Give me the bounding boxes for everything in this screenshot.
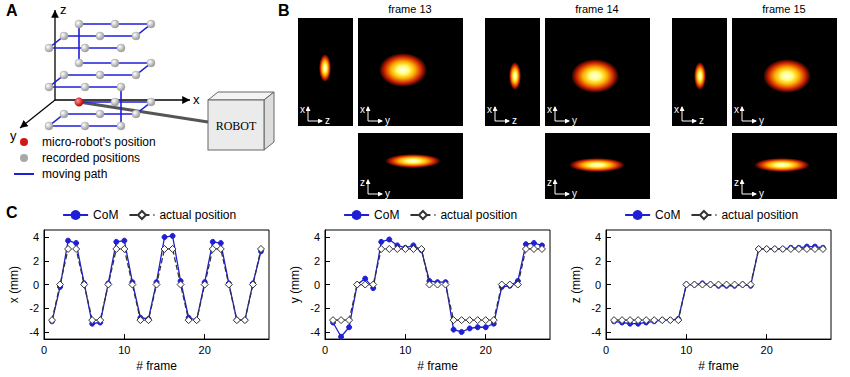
svg-text:0: 0 (314, 279, 320, 291)
svg-text:actual position: actual position (159, 208, 236, 222)
svg-text:actual position: actual position (440, 208, 517, 222)
svg-text:B: B (278, 2, 290, 19)
svg-text:20: 20 (761, 344, 773, 356)
svg-text:y: y (572, 115, 577, 126)
svg-text:actual position: actual position (721, 208, 798, 222)
svg-text:20: 20 (480, 344, 492, 356)
svg-text:-4: -4 (591, 326, 601, 338)
svg-text:y: y (572, 188, 577, 199)
svg-text:moving path: moving path (42, 167, 107, 181)
svg-text:4: 4 (314, 231, 320, 243)
svg-text:z: z (512, 115, 517, 126)
svg-text:2: 2 (314, 255, 320, 267)
svg-text:0: 0 (322, 344, 328, 356)
svg-text:10: 10 (680, 344, 692, 356)
svg-text:z: z (699, 115, 704, 126)
svg-text:x: x (734, 104, 739, 115)
svg-text:CoM: CoM (93, 208, 118, 222)
svg-text:C: C (6, 204, 18, 221)
svg-text:-2: -2 (310, 302, 320, 314)
svg-text:-4: -4 (310, 326, 320, 338)
svg-text:frame 15: frame 15 (762, 3, 805, 15)
svg-text:2: 2 (33, 255, 39, 267)
svg-text:frame 14: frame 14 (575, 3, 618, 15)
svg-text:-2: -2 (29, 302, 39, 314)
svg-text:y (mm): y (mm) (288, 266, 302, 303)
svg-text:# frame: # frame (417, 359, 458, 373)
svg-text:ROBOT: ROBOT (216, 119, 257, 133)
svg-text:0: 0 (603, 344, 609, 356)
svg-text:x (mm): x (mm) (7, 266, 21, 303)
svg-text:-4: -4 (29, 326, 39, 338)
svg-text:CoM: CoM (655, 208, 680, 222)
svg-text:# frame: # frame (136, 359, 177, 373)
svg-text:z: z (734, 177, 739, 188)
svg-text:4: 4 (595, 231, 601, 243)
svg-text:y: y (10, 128, 17, 143)
svg-text:20: 20 (199, 344, 211, 356)
svg-text:z: z (547, 177, 552, 188)
svg-text:y: y (385, 115, 390, 126)
svg-text:y: y (759, 188, 764, 199)
svg-text:x: x (487, 104, 492, 115)
svg-text:frame 13: frame 13 (388, 3, 431, 15)
svg-text:0: 0 (595, 279, 601, 291)
svg-text:x: x (674, 104, 679, 115)
svg-text:y: y (759, 115, 764, 126)
svg-text:0: 0 (33, 279, 39, 291)
svg-text:x: x (360, 104, 365, 115)
svg-text:x: x (193, 92, 200, 107)
svg-text:10: 10 (399, 344, 411, 356)
svg-text:0: 0 (41, 344, 47, 356)
svg-text:micro-robot's position: micro-robot's position (42, 135, 156, 149)
svg-text:4: 4 (33, 231, 39, 243)
svg-text:y: y (385, 188, 390, 199)
svg-text:2: 2 (595, 255, 601, 267)
svg-text:z (mm): z (mm) (569, 266, 583, 303)
svg-text:10: 10 (118, 344, 130, 356)
svg-text:# frame: # frame (698, 359, 739, 373)
svg-text:-2: -2 (591, 302, 601, 314)
svg-text:A: A (6, 2, 18, 19)
svg-text:recorded positions: recorded positions (42, 151, 140, 165)
svg-text:z: z (60, 2, 67, 17)
svg-text:x: x (547, 104, 552, 115)
svg-text:x: x (300, 104, 305, 115)
svg-text:z: z (360, 177, 365, 188)
svg-text:z: z (325, 115, 330, 126)
svg-text:CoM: CoM (374, 208, 399, 222)
